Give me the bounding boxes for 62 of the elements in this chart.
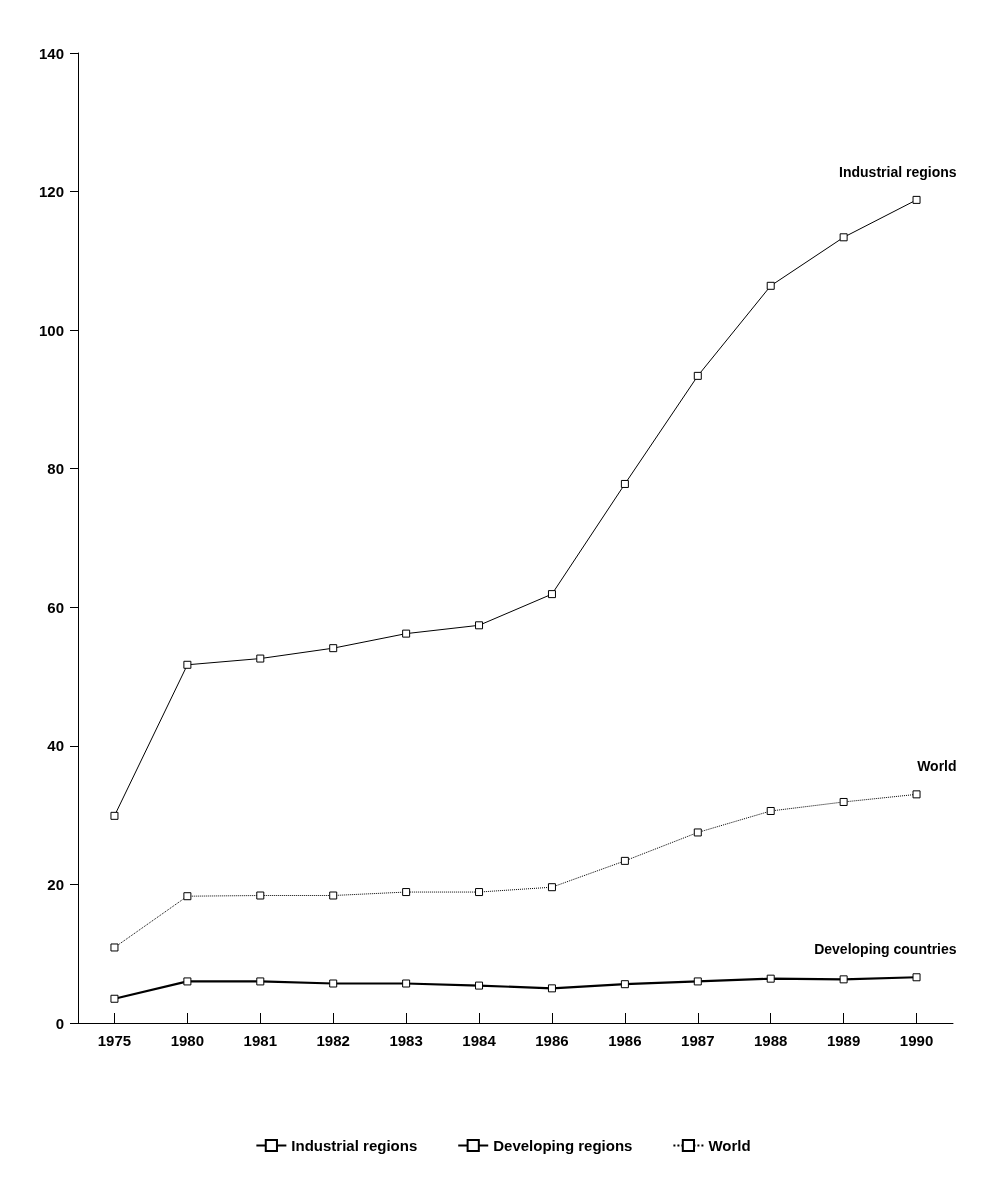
y-tick-label: 0 [55,1014,64,1032]
point [256,977,265,986]
y-tick-label: 40 [47,737,64,755]
point [693,371,702,380]
point [839,797,848,806]
x-tick-label: 1981 [243,1032,277,1049]
point [912,790,921,799]
point [256,891,265,900]
x-tick-label: 1987 [681,1032,715,1049]
y-tick-label: 120 [38,183,64,201]
point [475,621,484,630]
annotation: Industrial regions [839,163,957,180]
y-tick-label: 100 [38,321,64,339]
point [693,977,702,986]
point [475,888,484,897]
point [547,984,556,993]
point [329,644,338,653]
point [620,980,629,989]
x-tick-label: 1983 [389,1032,423,1049]
point [402,979,411,988]
point [329,891,338,900]
point [402,629,411,638]
point [547,883,556,892]
legend-label: Industrial regions [291,1137,418,1154]
x-tick-label: 1984 [462,1032,497,1049]
x-tick-label: 1986 [535,1032,569,1049]
x-tick-label: 1990 [899,1032,934,1049]
point [547,590,556,599]
point [620,479,629,488]
legend-label: World [708,1137,751,1154]
point [110,943,119,952]
point [839,233,848,242]
y-tick-label: 140 [38,44,64,62]
point [475,981,484,990]
point [912,973,921,982]
x-tick-label: 1980 [170,1032,205,1049]
annotation: World [917,758,957,775]
point [183,660,192,669]
x-tick-label: 1988 [754,1032,788,1049]
x-tick-label: 1986 [608,1032,642,1049]
point [693,828,702,837]
y-tick-label: 80 [47,460,64,478]
point [766,281,775,290]
point [183,977,192,986]
point [402,888,411,897]
x-tick-label: 1982 [316,1032,350,1049]
point [766,974,775,983]
point [183,892,192,901]
point [256,654,265,663]
annotation: Developing countries [814,941,957,958]
y-tick-label: 60 [47,598,64,616]
y-tick-label: 20 [47,875,64,893]
point [110,994,119,1003]
point [912,195,921,204]
x-tick-label: 1975 [97,1032,132,1049]
point [110,811,119,820]
x-tick-label: 1989 [826,1032,861,1049]
legend-label: Developing regions [493,1137,633,1154]
point [620,856,629,865]
point [766,806,775,815]
point [839,975,848,984]
point [329,979,338,988]
